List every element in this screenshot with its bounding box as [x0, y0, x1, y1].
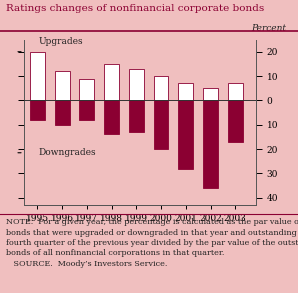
Bar — [129, 100, 144, 132]
Text: Ratings changes of nonfinancial corporate bonds: Ratings changes of nonfinancial corporat… — [6, 4, 264, 13]
Bar — [154, 76, 168, 100]
Bar — [80, 100, 94, 120]
Bar — [30, 52, 45, 100]
Bar — [228, 100, 243, 142]
Bar — [55, 71, 70, 100]
Text: Downgrades: Downgrades — [39, 148, 96, 157]
Bar — [55, 100, 70, 125]
Bar — [154, 100, 168, 149]
Bar — [179, 84, 193, 100]
Bar — [104, 100, 119, 134]
Bar — [129, 69, 144, 100]
Bar — [80, 79, 94, 100]
Text: Upgrades: Upgrades — [39, 37, 83, 46]
Bar — [104, 64, 119, 100]
Bar — [228, 84, 243, 100]
Bar — [179, 100, 193, 168]
Bar — [203, 88, 218, 100]
Bar — [203, 100, 218, 188]
Text: NOTE.  For a given year, the percentage is calculated as the par value of
bonds : NOTE. For a given year, the percentage i… — [6, 218, 298, 268]
Text: Percent: Percent — [252, 24, 286, 33]
Bar — [30, 100, 45, 120]
